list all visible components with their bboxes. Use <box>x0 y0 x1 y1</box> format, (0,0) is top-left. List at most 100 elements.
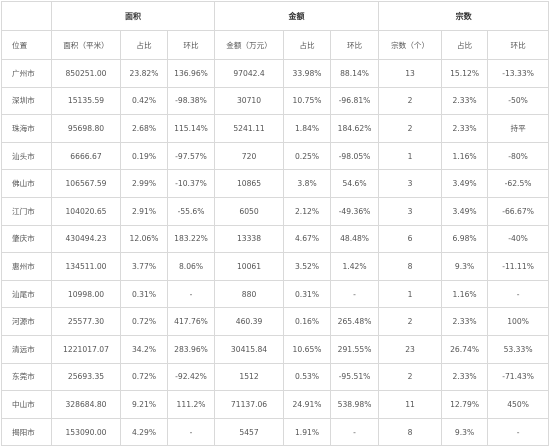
cell-count-mom: 持平 <box>487 114 550 143</box>
cell-area: 6666.67 <box>51 141 121 171</box>
group-header-area: 面积 <box>50 1 216 31</box>
cell-count-mom: -80% <box>487 141 550 171</box>
cell-amount: 71137.06 <box>214 390 285 419</box>
cell-count: 1 <box>378 141 443 171</box>
cell-location: 汕尾市 <box>1 279 52 309</box>
cell-area-mom: 183.22% <box>166 224 216 254</box>
table-row: 珠海市 95698.80 2.68% 115.14% 5241.11 1.84% 184.6… <box>1 114 550 143</box>
cell-count: 3 <box>378 196 443 226</box>
cell-count-share: 26.74% <box>441 334 489 364</box>
cell-area-mom: 115.14% <box>166 114 216 143</box>
cell-location: 深圳市 <box>1 86 52 116</box>
cell-area-mom: -98.38% <box>166 86 216 116</box>
cell-area: 328684.80 <box>51 390 121 419</box>
cell-amount-mom: 291.55% <box>330 334 380 364</box>
cell-count-share: 2.33% <box>441 362 489 392</box>
cell-area-share: 2.99% <box>120 169 168 198</box>
cell-count-mom: 450% <box>487 390 550 419</box>
cell-amount-mom: 184.62% <box>330 114 380 143</box>
cell-count: 2 <box>378 362 443 392</box>
cell-amount-share: 4.67% <box>283 224 332 254</box>
cell-count: 6 <box>378 224 443 254</box>
cell-count-share: 2.33% <box>441 114 489 143</box>
column-header-area-mom: 环比 <box>166 30 216 60</box>
table-row: 清远市 1221017.07 34.2% 283.96% 30415.84 10.65% 2… <box>1 334 550 364</box>
cell-area-mom: 136.96% <box>166 59 216 88</box>
cell-amount-share: 2.12% <box>283 196 332 226</box>
cell-amount-mom: -96.81% <box>330 86 380 116</box>
cell-count: 23 <box>378 334 443 364</box>
cell-count-share: 9.3% <box>441 252 489 281</box>
cell-area: 134511.00 <box>51 252 121 281</box>
cell-count: 3 <box>378 169 443 198</box>
cell-location: 汕头市 <box>1 141 52 171</box>
cell-amount-share: 0.25% <box>283 141 332 171</box>
cell-count-mom: 100% <box>487 307 550 336</box>
cell-area: 850251.00 <box>51 59 121 88</box>
cell-amount: 5241.11 <box>214 114 285 143</box>
cell-amount-mom: -95.51% <box>330 362 380 392</box>
cell-count-share: 12.79% <box>441 390 489 419</box>
cell-amount-share: 1.91% <box>283 417 332 446</box>
cell-amount: 5457 <box>214 417 285 446</box>
cell-count: 1 <box>378 279 443 309</box>
cell-count-share: 1.16% <box>441 141 489 171</box>
cell-amount-mom: -98.05% <box>330 141 380 171</box>
group-header-count: 宗数 <box>378 1 550 31</box>
table-row: 河源市 25577.30 0.72% 417.76% 460.39 0.16% 265.48… <box>1 307 550 336</box>
cell-amount-mom: - <box>330 279 380 309</box>
cell-location: 揭阳市 <box>1 417 52 446</box>
cell-count-mom: -11.11% <box>487 252 550 281</box>
cell-amount-mom: 88.14% <box>330 59 380 88</box>
cell-location: 中山市 <box>1 390 52 419</box>
cell-amount-share: 0.31% <box>283 279 332 309</box>
cell-count-share: 2.33% <box>441 307 489 336</box>
cell-count-share: 3.49% <box>441 169 489 198</box>
cell-count: 2 <box>378 114 443 143</box>
cell-area: 95698.80 <box>51 114 121 143</box>
cell-amount-mom: 1.42% <box>330 252 380 281</box>
table-row: 深圳市 15135.59 0.42% -98.38% 30710 10.75% -96.81… <box>1 86 550 116</box>
cell-area-share: 9.21% <box>120 390 168 419</box>
cell-count-mom: -13.33% <box>487 59 550 88</box>
cell-area-mom: 417.76% <box>166 307 216 336</box>
cell-count-mom: -62.5% <box>487 169 550 198</box>
column-header-amount-mom: 环比 <box>330 30 380 60</box>
cell-amount: 10865 <box>214 169 285 198</box>
cell-amount-share: 24.91% <box>283 390 332 419</box>
cell-amount-share: 3.52% <box>283 252 332 281</box>
cell-area-share: 3.77% <box>120 252 168 281</box>
group-header-row: 面积 金额 宗数 <box>1 1 550 31</box>
cell-location: 佛山市 <box>1 169 52 198</box>
cell-location: 河源市 <box>1 307 52 336</box>
group-header-amount: 金额 <box>214 1 380 31</box>
cell-area-share: 0.72% <box>120 307 168 336</box>
column-header-row: 位置 面积（平米） 占比 环比 金额（万元） 占比 环比 宗数（个） 占比 环比 <box>1 30 550 60</box>
cell-amount-share: 33.98% <box>283 59 332 88</box>
cell-location: 清远市 <box>1 334 52 364</box>
cell-area-share: 0.42% <box>120 86 168 116</box>
cell-count-mom: - <box>487 417 550 446</box>
table-row: 汕头市 6666.67 0.19% -97.57% 720 0.25% -98.05% 1 1.… <box>1 141 550 171</box>
cell-amount: 460.39 <box>214 307 285 336</box>
cell-count-mom: -40% <box>487 224 550 254</box>
cell-count-mom: 53.33% <box>487 334 550 364</box>
column-header-count-mom: 环比 <box>487 30 550 60</box>
cell-amount: 10061 <box>214 252 285 281</box>
cell-location: 肇庆市 <box>1 224 52 254</box>
cell-count-share: 2.33% <box>441 86 489 116</box>
cell-area-share: 2.68% <box>120 114 168 143</box>
table-row: 肇庆市 430494.23 12.06% 183.22% 13338 4.67% 48.48… <box>1 224 550 254</box>
cell-location: 珠海市 <box>1 114 52 143</box>
cell-amount-share: 10.75% <box>283 86 332 116</box>
table-row: 中山市 328684.80 9.21% 111.2% 71137.06 24.91% 538… <box>1 390 550 419</box>
cell-area: 25693.35 <box>51 362 121 392</box>
table-body: 广州市 850251.00 23.82% 136.96% 97042.4 33.98% 88… <box>1 59 550 446</box>
cell-area-mom: 283.96% <box>166 334 216 364</box>
cell-count-share: 9.3% <box>441 417 489 446</box>
cell-area: 25577.30 <box>51 307 121 336</box>
cell-area: 104020.65 <box>51 196 121 226</box>
cell-count-share: 6.98% <box>441 224 489 254</box>
cell-area-share: 12.06% <box>120 224 168 254</box>
table-row: 东莞市 25693.35 0.72% -92.42% 1512 0.53% -95.51% 2… <box>1 362 550 392</box>
